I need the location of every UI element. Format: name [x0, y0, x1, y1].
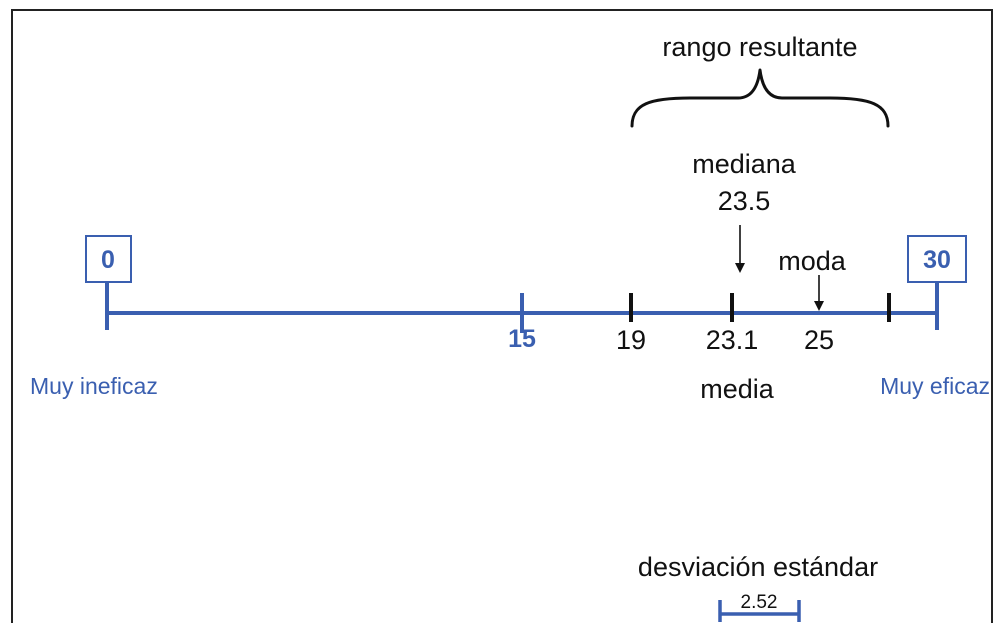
std-value: 2.52 [741, 592, 778, 613]
max-box [907, 235, 967, 283]
left-caption: Muy ineficaz [30, 373, 158, 399]
mode-value: 25 [804, 325, 834, 355]
range-label: rango resultante [662, 32, 857, 62]
range-brace [630, 68, 890, 128]
tick-19-label: 19 [616, 325, 646, 355]
mode-label: moda [778, 246, 847, 276]
min-label: 0 [101, 246, 115, 274]
std-bracket [718, 600, 801, 622]
max-label: 30 [923, 246, 951, 274]
mean-value: 23.1 [706, 325, 759, 355]
median-value: 23.5 [718, 186, 771, 216]
median-label: mediana [692, 149, 797, 179]
mode-arrow-head [814, 301, 824, 311]
min-box [85, 235, 132, 283]
mid-tick-label: 15 [508, 325, 536, 353]
diagram-border [11, 9, 993, 623]
right-caption: Muy eficaz [880, 373, 990, 399]
median-arrow-head [735, 263, 745, 273]
mean-label: media [700, 374, 775, 404]
std-label: desviación estándar [638, 552, 878, 582]
